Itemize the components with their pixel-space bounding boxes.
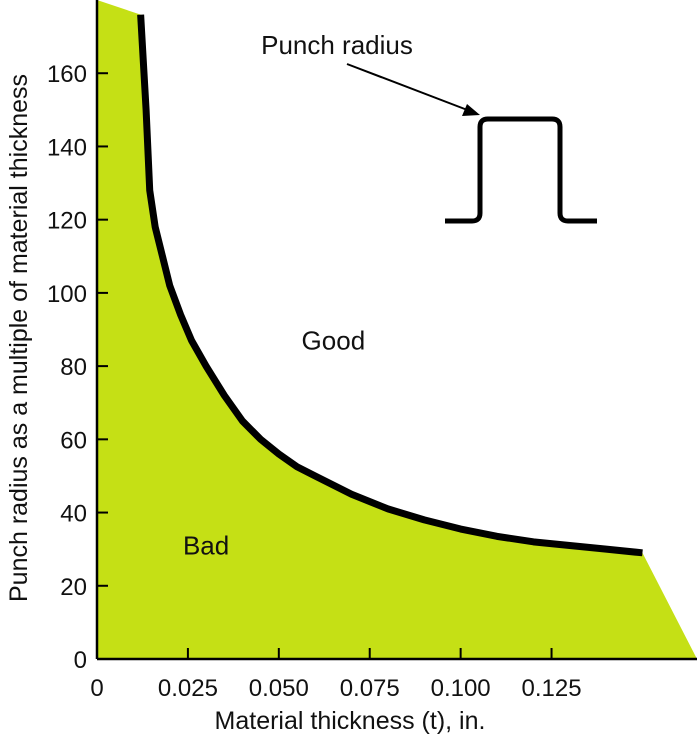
y-tick-label: 160 <box>47 61 87 88</box>
y-tick-label: 40 <box>60 501 87 528</box>
x-tick-label: 0.025 <box>158 675 218 702</box>
x-axis-label: Material thickness (t), in. <box>215 707 486 735</box>
x-tick-label: 0.075 <box>340 675 400 702</box>
region-label-good: Good <box>302 325 366 355</box>
annotation-arrow-line <box>346 63 471 112</box>
y-tick-label: 20 <box>60 574 87 601</box>
y-tick-label: 0 <box>74 647 87 674</box>
y-tick-label: 60 <box>60 427 87 454</box>
bad-region-fill <box>97 0 697 659</box>
y-tick-label: 80 <box>60 354 87 381</box>
y-tick-label: 140 <box>47 134 87 161</box>
x-tick-label: 0 <box>90 675 103 702</box>
punch-radius-label: Punch radius <box>261 30 413 60</box>
y-axis-label: Punch radius as a multiple of material t… <box>5 74 33 602</box>
x-ticks: 0 0.025 0.050 0.075 0.100 0.125 <box>90 648 582 702</box>
region-label-bad: Bad <box>183 531 229 561</box>
x-tick-label: 0.050 <box>249 675 309 702</box>
punch-profile-icon <box>445 116 597 224</box>
punch-radius-annotation: Punch radius <box>261 30 597 224</box>
y-tick-label: 120 <box>47 208 87 235</box>
x-tick-label: 0.125 <box>522 675 582 702</box>
annotation-arrowhead <box>462 104 480 116</box>
x-tick-label: 0.100 <box>431 675 491 702</box>
y-ticks: 0 20 40 60 80 100 120 140 160 <box>47 61 108 674</box>
plot-area <box>97 0 697 659</box>
boundary-curve <box>137 14 643 557</box>
y-tick-label: 100 <box>47 281 87 308</box>
